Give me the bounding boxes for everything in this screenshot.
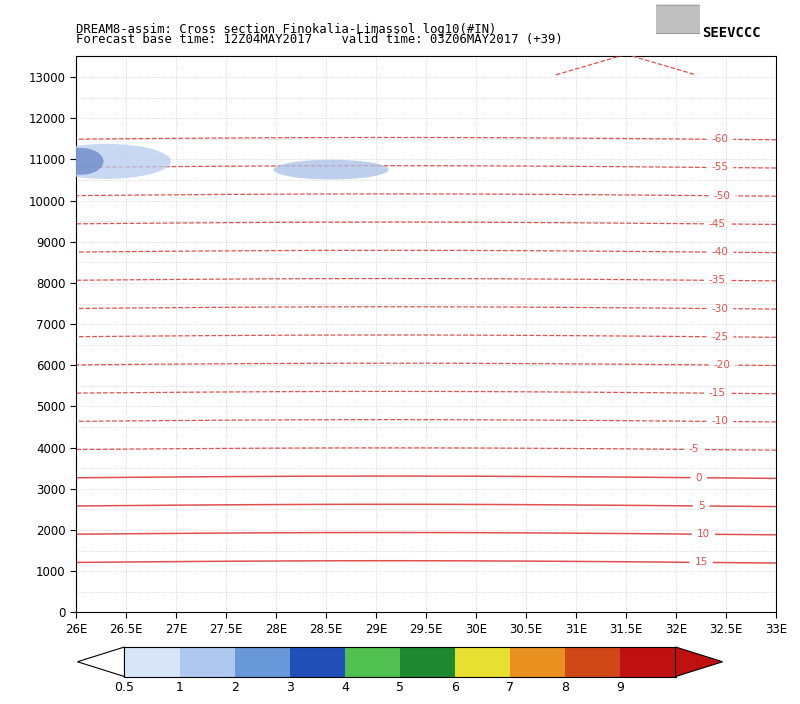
Bar (179, 647, 234, 677)
Text: SEEVCCC: SEEVCCC (702, 26, 761, 40)
Bar (125, 647, 675, 677)
Bar (345, 647, 400, 677)
Text: Forecast base time: 12Z04MAY2017    valid time: 03Z06MAY2017 (+39): Forecast base time: 12Z04MAY2017 valid t… (76, 33, 562, 46)
Bar (510, 647, 566, 677)
Text: -60: -60 (711, 134, 728, 144)
Text: 6: 6 (451, 681, 459, 694)
Text: 5: 5 (396, 681, 404, 694)
Bar (234, 647, 290, 677)
Text: 2: 2 (230, 681, 238, 694)
Text: 8: 8 (562, 681, 570, 694)
Bar (400, 647, 455, 677)
Text: -5: -5 (689, 444, 699, 455)
Text: -55: -55 (711, 163, 728, 172)
Text: -40: -40 (711, 247, 728, 257)
Text: 7: 7 (506, 681, 514, 694)
Text: -25: -25 (711, 332, 728, 342)
Bar (125, 647, 179, 677)
Ellipse shape (274, 160, 389, 180)
Bar (621, 647, 675, 677)
FancyBboxPatch shape (651, 5, 704, 34)
Text: 10: 10 (697, 529, 710, 539)
Polygon shape (675, 647, 722, 677)
Text: -45: -45 (709, 219, 726, 229)
Text: 0.5: 0.5 (114, 681, 134, 694)
Ellipse shape (58, 148, 103, 175)
Text: -10: -10 (711, 416, 728, 427)
Text: 1: 1 (176, 681, 183, 694)
Bar (455, 647, 510, 677)
Text: 15: 15 (694, 558, 708, 567)
Ellipse shape (41, 144, 171, 179)
Bar (290, 647, 345, 677)
Text: -15: -15 (709, 388, 726, 398)
Text: -35: -35 (709, 275, 726, 285)
Text: 0: 0 (695, 472, 702, 483)
Text: DREAM8-assim: Cross section Finokalia-Limassol log10(#IN): DREAM8-assim: Cross section Finokalia-Li… (76, 23, 496, 35)
Text: 9: 9 (617, 681, 624, 694)
Text: -30: -30 (711, 303, 728, 314)
Polygon shape (78, 647, 125, 677)
Text: 4: 4 (341, 681, 349, 694)
Text: -20: -20 (714, 360, 730, 370)
Text: 3: 3 (286, 681, 294, 694)
Bar (566, 647, 621, 677)
Text: 5: 5 (698, 501, 705, 511)
Text: -50: -50 (714, 191, 730, 201)
